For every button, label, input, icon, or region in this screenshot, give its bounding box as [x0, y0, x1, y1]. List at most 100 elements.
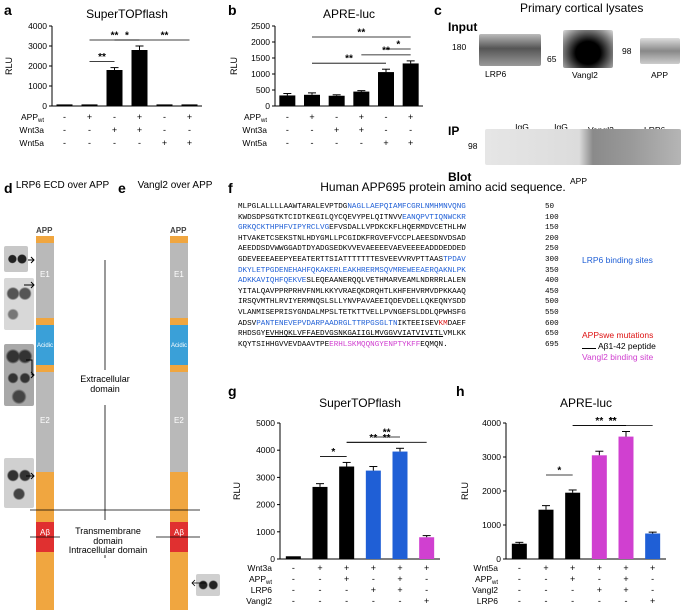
bar: [339, 466, 355, 559]
treatment-sign: +: [359, 112, 364, 122]
y-tick-label: 3000: [28, 41, 47, 51]
treatment-sign: -: [385, 112, 388, 122]
treatment-sign: -: [63, 125, 66, 135]
treatment-sign: -: [63, 138, 66, 148]
panel-letter-f: f: [228, 180, 233, 196]
e2-label-e: E2: [174, 416, 184, 425]
treatment-sign: -: [311, 125, 314, 135]
domain-annotations: [30, 260, 206, 587]
treatment-label: Wnt5a: [19, 138, 44, 148]
y-tick-label: 4000: [28, 21, 47, 31]
treatment-sign: +: [371, 563, 376, 573]
dot-blot-3: [4, 344, 34, 406]
treatment-sign: +: [187, 112, 192, 122]
treatment-label: Vangl2: [472, 585, 498, 595]
panel-letter-b: b: [228, 2, 237, 18]
bar: [304, 94, 320, 106]
y-tick-label: 2000: [482, 486, 501, 496]
treatment-sign: -: [63, 112, 66, 122]
treatment-sign: +: [187, 138, 192, 148]
treatment-sign: -: [545, 574, 548, 584]
treatment-sign: +: [424, 596, 429, 606]
treatment-sign: -: [88, 125, 91, 135]
bar: [645, 533, 661, 559]
treatment-sign: +: [137, 125, 142, 135]
treatment-label: LRP6: [251, 585, 273, 595]
y-tick-label: 0: [42, 101, 47, 111]
treatment-label: Wnt3a: [242, 125, 267, 135]
panel-e-title: Vangl2 over APP: [137, 180, 213, 191]
treatment-label: APPwt: [244, 112, 267, 124]
significance-label: *: [557, 466, 561, 477]
bar: [81, 104, 98, 106]
treatment-sign: +: [162, 138, 167, 148]
treatment-sign: +: [334, 125, 339, 135]
treatment-sign: -: [319, 596, 322, 606]
app-bar-e: [170, 236, 188, 610]
treatment-sign: +: [623, 585, 628, 595]
bar: [618, 436, 634, 559]
treatment-sign: -: [113, 112, 116, 122]
treatment-sign: +: [597, 585, 602, 595]
significance-label: *: [331, 447, 335, 458]
bar: [565, 492, 581, 559]
treatment-label: Wnt3a: [19, 125, 44, 135]
bar: [353, 91, 370, 106]
intracellular-label: Intracellular domain: [62, 545, 154, 555]
app-label-d: APP: [36, 226, 53, 235]
treatment-sign: -: [286, 138, 289, 148]
treatment-sign: +: [383, 138, 388, 148]
bar: [402, 63, 419, 106]
bar: [392, 451, 408, 559]
treatment-sign: -: [651, 574, 654, 584]
treatment-sign: -: [385, 125, 388, 135]
legend-abeta: Aβ1-42 peptide: [582, 341, 656, 351]
bar: [328, 95, 345, 106]
treatment-sign: +: [408, 138, 413, 148]
y-tick-label: 2500: [251, 21, 270, 31]
treatment-sign: -: [409, 125, 412, 135]
treatment-sign: -: [311, 138, 314, 148]
treatment-sign: -: [372, 574, 375, 584]
panel-c-title: Primary cortical lysates: [520, 1, 644, 15]
bar: [56, 104, 73, 106]
abeta-label-e: Aβ: [174, 528, 184, 537]
treatment-sign: -: [425, 585, 428, 595]
blot-vangl2-input: [563, 30, 613, 68]
treatment-label-subscript: wt: [265, 580, 272, 586]
significance-label: **: [111, 31, 119, 42]
bar: [279, 95, 296, 106]
significance-label: *: [396, 40, 400, 51]
treatment-sign: +: [112, 125, 117, 135]
treatment-sign: -: [345, 596, 348, 606]
legend-lrp6-binding: LRP6 binding sites: [582, 255, 653, 265]
significance-label: **: [595, 416, 603, 427]
treatment-sign: -: [292, 596, 295, 606]
treatment-sign: -: [335, 138, 338, 148]
ip-label: IP: [448, 124, 460, 138]
y-tick-label: 4000: [256, 445, 275, 455]
treatment-sign: -: [399, 596, 402, 606]
panel-letter-d: d: [4, 180, 13, 196]
treatment-label: APPwt: [21, 112, 44, 124]
dot-blot-arrows: [24, 256, 35, 480]
y-axis-label: RLU: [4, 57, 14, 75]
blot-app-input: [640, 38, 680, 64]
chart-title: SuperTOPflash: [319, 396, 401, 410]
treatment-sign: -: [571, 585, 574, 595]
bar: [312, 486, 328, 559]
significance-label: *: [125, 31, 129, 42]
treatment-sign: -: [598, 596, 601, 606]
blot-label: Blot: [448, 170, 472, 184]
y-tick-label: 500: [256, 85, 270, 95]
treatment-sign: +: [650, 563, 655, 573]
bar: [106, 70, 123, 106]
treatment-sign: -: [292, 585, 295, 595]
blot-target-app: APP: [570, 176, 588, 186]
treatment-sign: -: [518, 574, 521, 584]
input-label: Input: [448, 20, 478, 34]
chart-title: SuperTOPflash: [86, 7, 168, 21]
treatment-sign: -: [292, 574, 295, 584]
blot-lrp6-input: [479, 34, 541, 66]
